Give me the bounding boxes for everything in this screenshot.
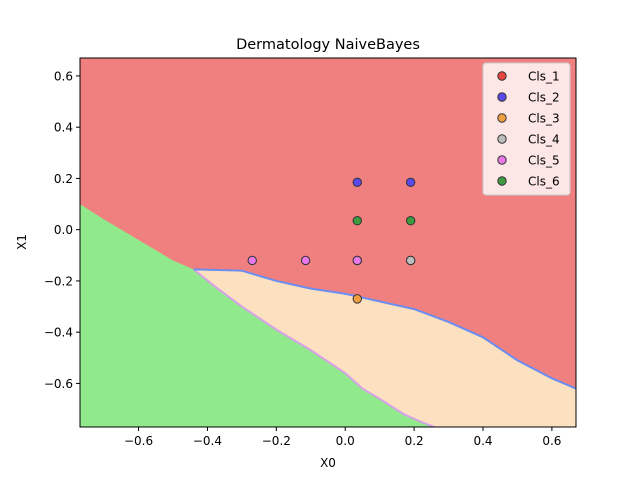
x-axis-label: X0 <box>320 456 336 470</box>
point-cls-3 <box>352 294 362 304</box>
point-cls-4 <box>405 255 416 266</box>
y-axis-ticks: −0.6 −0.4 −0.2 0.0 0.2 0.4 0.6 <box>44 69 80 391</box>
y-tick-label: 0.0 <box>54 223 73 237</box>
plot-frame <box>79 57 577 428</box>
y-tick-label: −0.4 <box>44 326 73 340</box>
y-tick-label: 0.2 <box>54 172 73 186</box>
legend-marker <box>497 176 507 186</box>
legend-marker <box>497 92 507 102</box>
scatter-points <box>247 177 416 304</box>
point-cls-2 <box>352 177 362 187</box>
point-cls-6 <box>405 216 416 226</box>
point-cls-5 <box>352 255 362 266</box>
legend: Cls_1 Cls_2 Cls_3 Cls_4 Cls_5 Cls_6 <box>482 62 571 196</box>
y-tick-label: −0.6 <box>44 377 73 391</box>
x-tick-label: 0.4 <box>473 434 492 448</box>
y-tick-label: 0.4 <box>54 121 73 135</box>
x-tick-label: −0.6 <box>124 434 153 448</box>
legend-label: Cls_3 <box>528 112 560 126</box>
legend-marker <box>497 113 507 123</box>
boundary-cls-3-cls-6 <box>193 268 436 427</box>
x-axis-ticks: −0.6 −0.4 −0.2 0.0 0.2 0.4 0.6 <box>124 427 561 448</box>
region-cls-3 <box>193 269 576 427</box>
point-cls-6 <box>352 216 362 226</box>
legend-marker <box>497 155 507 165</box>
boundary-cls-1-cls-3 <box>193 268 576 390</box>
legend-label: Cls_4 <box>528 133 560 147</box>
legend-label: Cls_6 <box>528 175 560 189</box>
chart-title: Dermatology NaiveBayes <box>236 37 420 53</box>
region-cls-1 <box>80 58 576 389</box>
point-cls-5 <box>300 255 311 266</box>
y-axis-label: X1 <box>15 234 29 250</box>
x-tick-label: 0.2 <box>405 434 424 448</box>
point-cls-2 <box>405 177 416 187</box>
legend-label: Cls_1 <box>528 70 560 84</box>
point-cls-5 <box>247 255 257 266</box>
x-tick-label: 0.0 <box>336 434 355 448</box>
legend-marker <box>497 71 507 81</box>
legend-label: Cls_2 <box>528 91 560 105</box>
legend-marker <box>497 134 507 144</box>
x-tick-label: −0.2 <box>262 434 291 448</box>
x-tick-label: 0.6 <box>542 434 561 448</box>
y-tick-label: −0.2 <box>44 274 73 288</box>
x-tick-label: −0.4 <box>193 434 222 448</box>
legend-label: Cls_5 <box>528 154 560 168</box>
y-tick-label: 0.6 <box>54 69 73 83</box>
